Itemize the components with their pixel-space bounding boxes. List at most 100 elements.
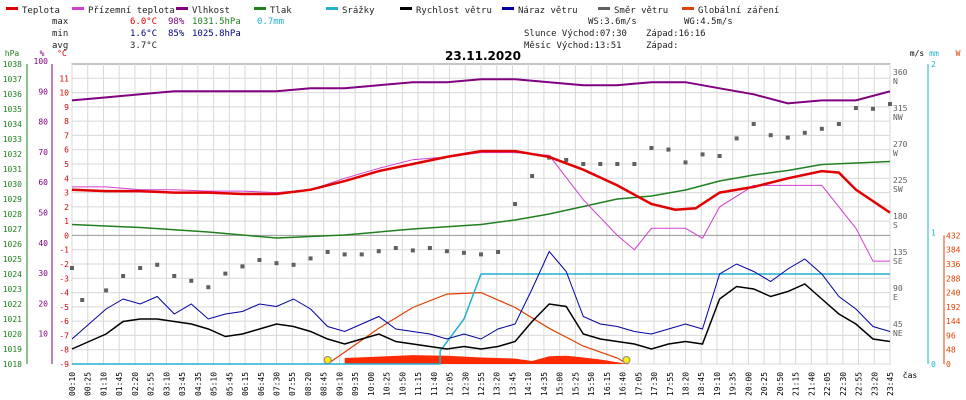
- legend-label-3: Tlak: [270, 6, 292, 16]
- wind-dir-point-9: [223, 271, 228, 276]
- temp-tick-18: 9: [64, 103, 69, 112]
- legend-label-7: Směr větru: [614, 6, 668, 16]
- wind-dir-point-46: [853, 106, 858, 110]
- x-tick-10: 05:45: [225, 372, 234, 396]
- x-tick-23: 11:40: [430, 372, 439, 396]
- pct-tick-9: 100: [34, 57, 49, 66]
- dir-tick-deg-3: 225: [893, 176, 908, 185]
- x-tick-27: 13:20: [493, 372, 502, 396]
- legend-label-4: Srážky: [342, 6, 375, 16]
- dir-tick-deg-0: 360: [893, 68, 908, 77]
- info-moon: Měsíc Východ:13:51: [524, 41, 622, 51]
- wind-dir-point-0: [70, 266, 74, 270]
- wind-dir-point-6: [172, 274, 177, 278]
- chart-title: 23.11.2020: [445, 49, 521, 63]
- stat-min-label: min: [52, 29, 68, 39]
- x-tick-42: 19:35: [729, 372, 738, 396]
- legend-label-1: Přízemní teplota: [88, 6, 175, 16]
- wind-dir-point-42: [785, 135, 790, 140]
- pct-tick-7: 80: [38, 118, 48, 127]
- x-tick-39: 18:20: [682, 372, 691, 396]
- series-layer: [70, 78, 892, 365]
- stats-block: max 6.0°C 98% 1031.5hPa 0.7mm min 1.6°C …: [52, 17, 284, 51]
- dir-tick-label-7: NE: [893, 329, 903, 338]
- temp-tick-10: 1: [64, 217, 69, 226]
- dir-tick-label-2: W: [893, 149, 898, 158]
- w-tick-5: 192: [946, 303, 961, 312]
- dir-tick-deg-2: 270: [893, 140, 908, 149]
- right-axes: m/s mm W360N315NW270W225SW180S135SE90E45NE…: [893, 49, 961, 369]
- pct-tick-4: 50: [38, 209, 48, 218]
- x-tick-46: 21:15: [792, 372, 801, 396]
- wind-dir-point-22: [444, 249, 449, 254]
- grid: [71, 64, 891, 365]
- wind-dir-point-41: [768, 133, 773, 138]
- w-tick-3: 288: [946, 274, 961, 283]
- x-tick-1: 00:25: [84, 372, 93, 396]
- left-axis-unit-1: %: [40, 49, 45, 58]
- wind-dir-point-37: [700, 152, 705, 157]
- hpa-tick-16: 1034: [3, 120, 22, 129]
- wind-dir-point-14: [308, 256, 313, 261]
- wind-dir-point-35: [666, 147, 671, 152]
- x-tick-38: 17:55: [666, 372, 675, 396]
- dir-tick-label-4: S: [893, 221, 898, 230]
- x-tick-20: 10:25: [383, 372, 392, 396]
- info-wg: WG:4.5m/s: [684, 17, 733, 27]
- wind-dir-point-27: [530, 174, 535, 178]
- legend-swatch-3: [254, 7, 266, 10]
- x-tick-34: 16:15: [603, 372, 612, 396]
- x-tick-21: 10:50: [398, 372, 407, 396]
- x-tick-5: 02:55: [147, 372, 156, 396]
- hpa-tick-18: 1036: [3, 90, 22, 99]
- w-tick-2: 336: [946, 260, 961, 269]
- wind-dir-point-13: [291, 262, 296, 267]
- info-sun: Slunce Východ:07:30: [524, 29, 627, 39]
- pct-tick-2: 30: [38, 269, 48, 278]
- wind-dir-point-11: [257, 258, 262, 262]
- x-tick-0: 00:10: [68, 372, 77, 396]
- legend: Teplota Přízemní teplota Vlhkost Tlak Srážky…: [6, 6, 779, 16]
- stat-max-rain: 0.7mm: [257, 17, 284, 27]
- info-moon-set: Západ:: [646, 41, 679, 51]
- x-tick-36: 17:05: [634, 372, 643, 396]
- dir-tick-label-3: SW: [893, 185, 903, 194]
- stat-max-hum: 98%: [168, 17, 185, 27]
- wind-dir-point-19: [393, 246, 398, 250]
- wind-dir-point-32: [615, 162, 620, 166]
- sunrise-marker: [323, 356, 332, 364]
- stat-avg-temp: 3.7°C: [130, 41, 157, 51]
- stat-max-press: 1031.5hPa: [192, 17, 241, 27]
- series-radiation-measured: [344, 355, 628, 364]
- mm-tick-0: 2: [931, 60, 936, 69]
- dir-tick-label-5: SE: [893, 257, 903, 266]
- x-tick-40: 18:45: [697, 372, 706, 396]
- pct-tick-0: 10: [38, 330, 48, 339]
- legend-label-2: Vlhkost: [192, 6, 230, 16]
- temp-tick-1: -8: [59, 346, 69, 355]
- dir-tick-deg-4: 180: [893, 212, 908, 221]
- w-tick-6: 144: [946, 317, 961, 326]
- wind-dir-point-21: [427, 246, 432, 250]
- w-tick-8: 48: [946, 346, 956, 355]
- wind-dir-point-44: [819, 126, 824, 131]
- wind-dir-point-12: [274, 261, 279, 266]
- mm-tick-1: 1: [931, 229, 936, 238]
- temp-tick-19: 10: [59, 89, 69, 98]
- hpa-tick-6: 1024: [3, 270, 22, 279]
- stat-max-temp: 6.0°C: [130, 17, 157, 27]
- hpa-tick-1: 1019: [3, 345, 22, 354]
- wind-dir-point-26: [513, 202, 518, 206]
- hpa-tick-7: 1025: [3, 255, 22, 264]
- temp-tick-20: 11: [59, 74, 69, 83]
- x-tick-48: 22:05: [823, 372, 832, 396]
- wind-dir-point-48: [888, 102, 892, 106]
- pct-tick-5: 60: [38, 178, 48, 187]
- wind-dir-point-33: [632, 162, 637, 166]
- legend-swatch-7: [598, 7, 610, 10]
- chart-title-group: 23.11.2020: [445, 49, 521, 63]
- x-tick-18: 09:35: [351, 372, 360, 396]
- right-axis-unit-2: W: [956, 49, 961, 58]
- wind-dir-point-25: [496, 250, 501, 254]
